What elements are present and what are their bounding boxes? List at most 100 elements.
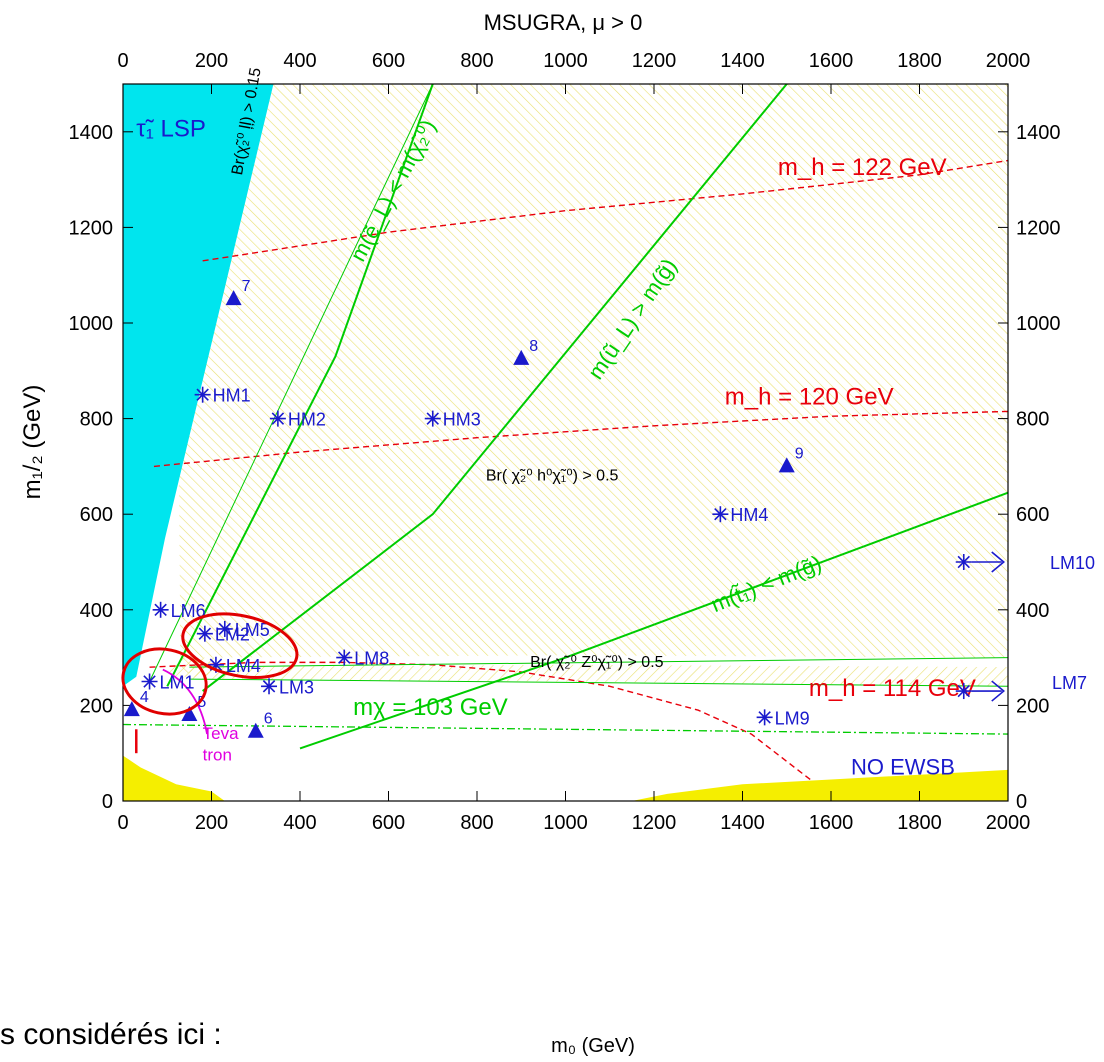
x-tick-label-top: 1200 <box>632 50 677 72</box>
star-marker <box>336 649 353 666</box>
star-stroke <box>714 507 727 521</box>
star-marker <box>141 673 158 690</box>
annotation-12: Teva <box>203 724 239 743</box>
star-marker <box>216 620 233 637</box>
x-tick-label-top: 400 <box>283 50 316 72</box>
x-tick-label: 1800 <box>897 812 942 834</box>
annotation-10: mχ = 103 GeV <box>353 694 508 721</box>
triangle-label-8: 8 <box>529 338 538 355</box>
annotation-8: Br( χ̃₂⁰ Z⁰χ̃₁⁰) > 0.5 <box>530 654 664 671</box>
star-marker <box>955 554 972 570</box>
star-stroke <box>196 388 209 401</box>
triangle-label-6: 6 <box>264 711 273 728</box>
slide-caption: s considérés ici : <box>0 1018 222 1051</box>
y-tick-label-right: 1400 <box>1016 122 1061 144</box>
annotation-5: m_h = 120 GeV <box>725 383 894 410</box>
triangle-label-9: 9 <box>795 445 804 462</box>
x-tick-label: 2000 <box>986 812 1031 834</box>
star-marker <box>194 386 211 403</box>
star-marker <box>152 601 169 618</box>
x-tick-label: 200 <box>195 812 228 834</box>
triangle-marker <box>778 457 795 473</box>
triangle-label-5: 5 <box>197 694 206 711</box>
region-no-ewsb-2 <box>631 769 1008 801</box>
benchmark-label-LM4: LM4 <box>226 656 261 676</box>
x-tick-label-top: 1800 <box>897 50 942 72</box>
star-marker <box>269 410 286 427</box>
triangle-marker <box>225 290 242 306</box>
benchmark-label-LM5: LM5 <box>235 620 270 640</box>
chart-title: MSUGRA, μ > 0 <box>484 10 643 35</box>
star-stroke <box>338 651 351 664</box>
triangle-label-7: 7 <box>242 278 251 295</box>
region-stau-lsp <box>123 84 274 687</box>
curve-5 <box>299 491 1008 750</box>
x-tick-label: 0 <box>117 812 128 834</box>
y-tick-label: 1400 <box>69 122 114 144</box>
x-axis-label: m₀ (GeV) <box>551 1035 635 1057</box>
x-tick-label-top: 800 <box>460 50 493 72</box>
annotation-11: NO EWSB <box>851 755 955 780</box>
star-stroke <box>758 711 771 724</box>
star-marker <box>712 506 729 523</box>
y-tick-label: 200 <box>80 695 113 717</box>
benchmark-label-LM7: LM7 <box>1052 673 1087 693</box>
star-stroke <box>957 684 970 698</box>
annotation-9: m_h = 114 GeV <box>809 675 976 702</box>
benchmark-label-LM1: LM1 <box>160 673 195 693</box>
x-tick-label: 1000 <box>543 812 588 834</box>
y-tick-label-right: 0 <box>1016 791 1027 813</box>
x-tick-label-top: 1000 <box>543 50 588 72</box>
highlight-ellipse-LM2 <box>181 612 299 679</box>
star-stroke <box>143 675 156 688</box>
y-tick-label: 1000 <box>69 313 114 335</box>
y-tick-label-right: 200 <box>1016 695 1049 717</box>
triangle-marker <box>123 701 140 717</box>
boundary-line-2 <box>189 678 1008 687</box>
star-marker <box>196 625 213 642</box>
triangle-marker <box>513 349 530 365</box>
curve-4 <box>202 84 788 692</box>
x-tick-label-top: 200 <box>195 50 228 72</box>
x-tick-label: 800 <box>460 812 493 834</box>
curve-3 <box>166 84 434 687</box>
curve-1 <box>153 410 1008 468</box>
y-tick-label-right: 600 <box>1016 504 1049 526</box>
benchmark-label-LM9: LM9 <box>775 708 810 728</box>
star-marker <box>261 678 278 695</box>
x-tick-label-top: 1600 <box>809 50 854 72</box>
star-marker <box>756 709 773 726</box>
y-tick-label: 400 <box>80 600 113 622</box>
star-stroke <box>262 680 276 693</box>
x-tick-label-top: 2000 <box>986 50 1031 72</box>
boundary-line-0 <box>149 84 434 682</box>
benchmark-label-HM4: HM4 <box>730 505 768 525</box>
y-tick-label-right: 1000 <box>1016 313 1061 335</box>
benchmark-label-LM6: LM6 <box>171 601 206 621</box>
star-marker <box>424 410 441 427</box>
star-stroke <box>271 412 285 425</box>
star-stroke <box>218 622 231 636</box>
star-stroke <box>198 627 212 640</box>
y-tick-label: 0 <box>102 791 113 813</box>
triangle-label-4: 4 <box>140 689 149 706</box>
y-tick-label: 1200 <box>69 217 114 239</box>
hatch-region-z0 <box>189 664 1008 687</box>
curve-0 <box>202 159 1008 262</box>
triangle-marker <box>247 722 264 738</box>
star-stroke <box>154 603 167 617</box>
benchmark-label-LM3: LM3 <box>279 677 314 697</box>
benchmark-label-LM8: LM8 <box>354 649 389 669</box>
y-axis-label: m₁/₂ (GeV) <box>19 385 46 500</box>
annotation-0: τ̃₁ LSP <box>136 116 206 143</box>
y-tick-label: 800 <box>80 409 113 431</box>
annotation-13: tron <box>203 745 232 764</box>
benchmark-label-LM10: LM10 <box>1050 553 1095 573</box>
benchmark-label-HM2: HM2 <box>288 410 326 430</box>
benchmark-label-HM1: HM1 <box>213 386 251 406</box>
benchmark-label-HM3: HM3 <box>443 410 481 430</box>
region-no-ewsb-1 <box>123 755 225 801</box>
x-tick-label-top: 0 <box>117 50 128 72</box>
y-tick-label-right: 1200 <box>1016 217 1061 239</box>
star-marker <box>955 683 972 700</box>
